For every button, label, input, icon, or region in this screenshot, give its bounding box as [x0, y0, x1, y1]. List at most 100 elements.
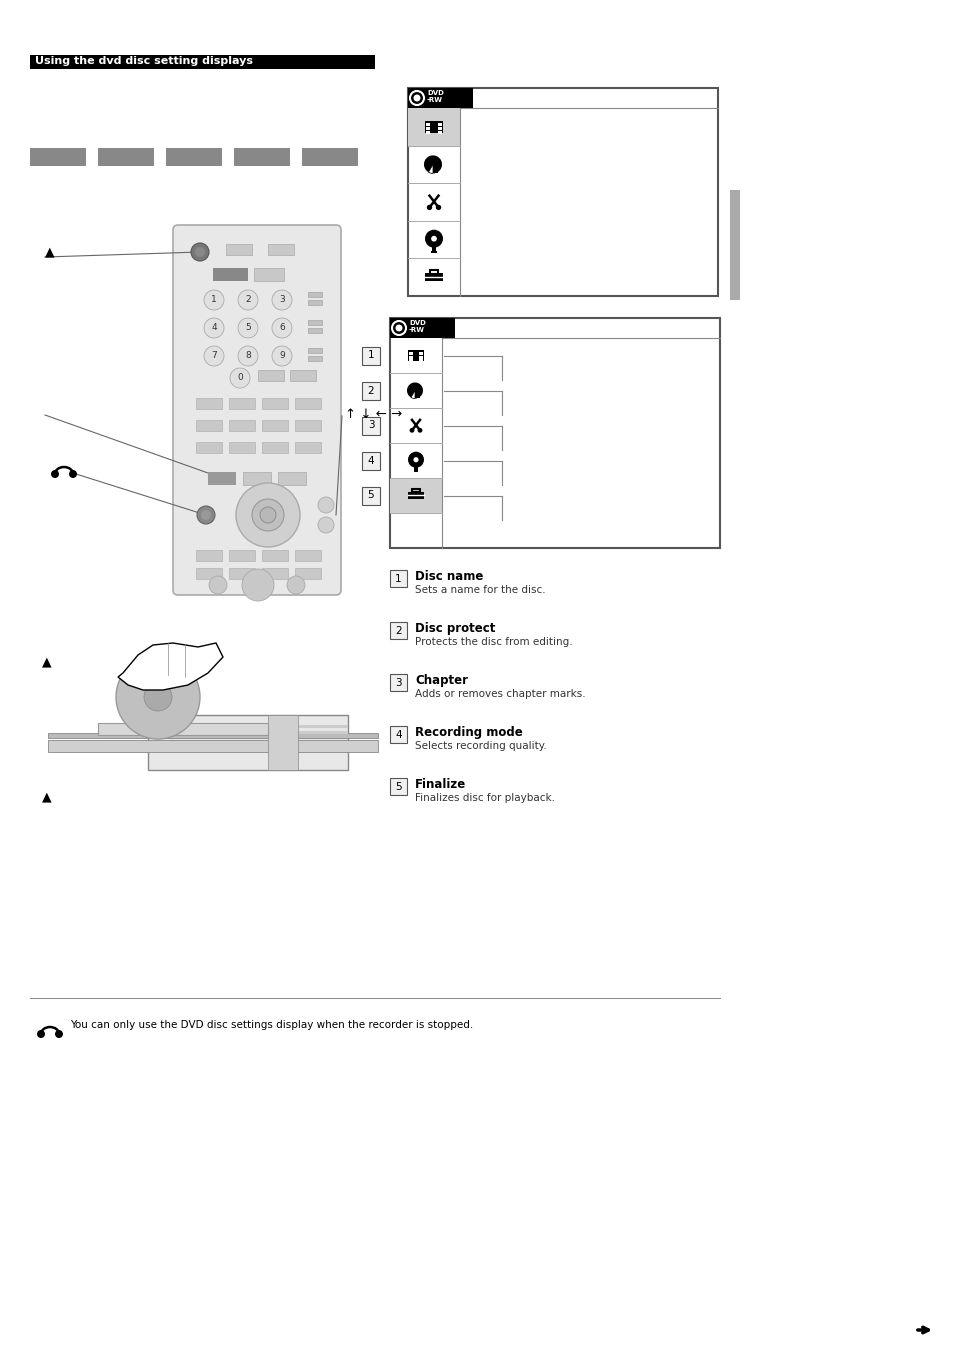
Bar: [243, 472, 271, 485]
Bar: [409, 352, 413, 356]
Text: -RW: -RW: [427, 97, 442, 103]
Circle shape: [272, 318, 292, 338]
Bar: [229, 442, 254, 453]
Text: 1: 1: [211, 296, 216, 304]
Bar: [418, 360, 422, 362]
Circle shape: [392, 320, 406, 335]
Bar: [294, 568, 320, 579]
Bar: [437, 123, 441, 126]
Circle shape: [395, 324, 402, 331]
Bar: [48, 733, 377, 738]
Bar: [213, 268, 248, 281]
Bar: [308, 329, 322, 333]
Bar: [361, 346, 379, 365]
Circle shape: [51, 470, 59, 479]
Bar: [361, 452, 379, 469]
Wedge shape: [423, 155, 441, 173]
Bar: [195, 550, 222, 561]
Text: Chapter: Chapter: [415, 675, 468, 687]
Bar: [308, 320, 322, 324]
Bar: [262, 442, 288, 453]
Bar: [437, 131, 441, 134]
Circle shape: [413, 95, 420, 101]
Bar: [253, 268, 284, 281]
Text: DVD: DVD: [427, 91, 443, 96]
Bar: [431, 251, 436, 253]
Bar: [308, 347, 322, 353]
Circle shape: [408, 452, 423, 468]
Text: Finalize: Finalize: [415, 777, 466, 791]
Circle shape: [287, 576, 305, 594]
Bar: [390, 571, 407, 587]
Bar: [429, 169, 438, 173]
Bar: [262, 397, 288, 410]
Circle shape: [424, 230, 442, 247]
Bar: [408, 350, 423, 361]
Circle shape: [317, 516, 334, 533]
Text: 3: 3: [367, 420, 374, 430]
Bar: [294, 397, 320, 410]
Bar: [229, 397, 254, 410]
Circle shape: [436, 204, 440, 210]
Circle shape: [196, 506, 214, 525]
Bar: [390, 318, 720, 548]
Wedge shape: [407, 383, 422, 399]
Text: ▲: ▲: [42, 790, 51, 803]
Bar: [229, 550, 254, 561]
Bar: [409, 356, 413, 358]
Bar: [390, 777, 407, 795]
Text: 1: 1: [367, 350, 374, 361]
Circle shape: [235, 483, 299, 548]
Bar: [208, 472, 235, 485]
Text: 7: 7: [211, 352, 216, 361]
Text: 6: 6: [279, 323, 285, 333]
Text: 2: 2: [395, 626, 401, 635]
Text: Disc protect: Disc protect: [415, 622, 495, 635]
Text: 2: 2: [245, 296, 251, 304]
Circle shape: [144, 683, 172, 711]
Bar: [294, 420, 320, 431]
Circle shape: [204, 318, 224, 338]
Circle shape: [413, 457, 418, 462]
Bar: [414, 466, 417, 470]
Bar: [30, 147, 86, 166]
Text: 4: 4: [211, 323, 216, 333]
Circle shape: [260, 507, 275, 523]
Bar: [148, 715, 348, 771]
Text: ▲: ▲: [45, 245, 54, 258]
Bar: [233, 147, 290, 166]
Circle shape: [191, 243, 209, 261]
Bar: [148, 725, 348, 727]
Bar: [412, 488, 419, 492]
Polygon shape: [118, 644, 223, 690]
Text: Sets a name for the disc.: Sets a name for the disc.: [415, 585, 545, 595]
Text: ↑ ↓ ← →: ↑ ↓ ← →: [345, 408, 402, 420]
Circle shape: [409, 427, 414, 433]
Circle shape: [272, 289, 292, 310]
Text: DVD: DVD: [409, 320, 425, 326]
Text: 5: 5: [395, 781, 401, 791]
Text: 4: 4: [395, 730, 401, 740]
Bar: [148, 731, 348, 734]
Circle shape: [37, 1030, 45, 1038]
Text: 8: 8: [245, 352, 251, 361]
Bar: [361, 416, 379, 434]
Text: Finalizes disc for playback.: Finalizes disc for playback.: [415, 794, 555, 803]
Bar: [98, 147, 153, 166]
Circle shape: [317, 498, 334, 512]
Text: Selects recording quality.: Selects recording quality.: [415, 741, 546, 750]
Bar: [268, 715, 297, 771]
Circle shape: [426, 204, 432, 210]
Bar: [430, 269, 437, 273]
Text: 5: 5: [245, 323, 251, 333]
Text: Adds or removes chapter marks.: Adds or removes chapter marks.: [415, 690, 585, 699]
Bar: [308, 300, 322, 306]
Bar: [426, 127, 429, 130]
Text: 2: 2: [367, 385, 374, 396]
Circle shape: [194, 247, 205, 257]
Circle shape: [55, 1030, 63, 1038]
Bar: [437, 127, 441, 130]
Bar: [361, 381, 379, 399]
Text: Protects the disc from editing.: Protects the disc from editing.: [415, 637, 572, 648]
Text: 1: 1: [395, 573, 401, 584]
